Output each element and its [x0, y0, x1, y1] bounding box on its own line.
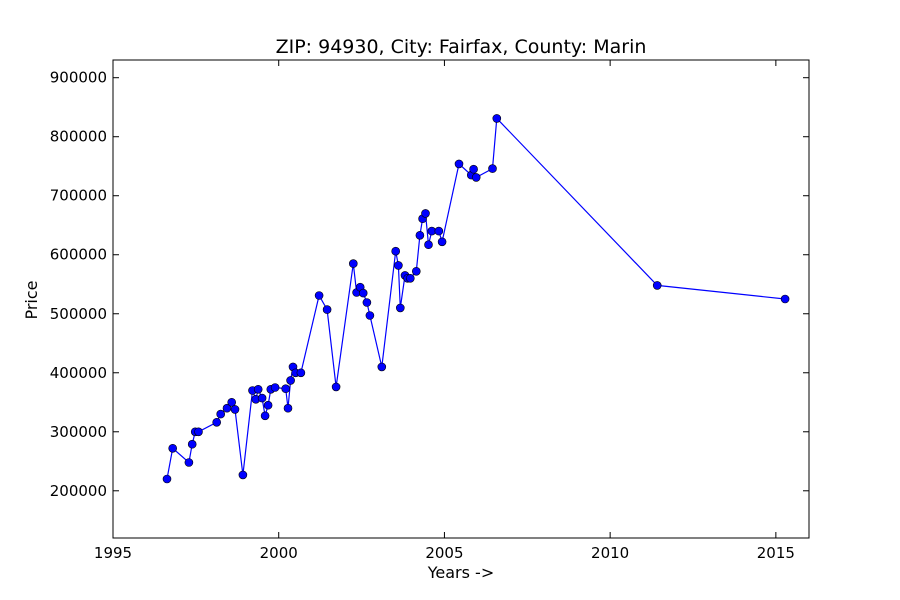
y-tick-label: 400000 — [50, 364, 107, 382]
data-point — [263, 400, 273, 410]
y-tick-label: 500000 — [50, 305, 107, 323]
x-axis-label: Years -> — [427, 563, 494, 582]
y-tick-label: 600000 — [50, 246, 107, 264]
data-point — [230, 405, 240, 414]
data-point — [437, 237, 447, 247]
y-tick-label: 300000 — [50, 423, 107, 441]
data-point — [322, 305, 332, 314]
data-point — [488, 164, 497, 173]
data-point — [362, 298, 372, 307]
data-point — [377, 362, 387, 372]
x-tick-label: 2000 — [260, 544, 298, 562]
data-point — [411, 266, 421, 276]
data-point — [415, 231, 425, 240]
data-point — [492, 114, 502, 123]
data-point — [238, 470, 248, 480]
data-point — [187, 439, 197, 449]
y-tick-label: 900000 — [50, 69, 107, 87]
data-point — [471, 173, 481, 182]
data-point — [421, 209, 430, 218]
data-point — [184, 458, 194, 467]
data-point — [469, 164, 478, 174]
series-markers — [162, 114, 790, 484]
data-point — [454, 159, 464, 169]
data-point — [394, 261, 403, 270]
y-tick-label: 200000 — [50, 482, 107, 500]
data-point — [348, 259, 358, 268]
data-point — [391, 246, 401, 256]
y-axis-label: Price — [22, 280, 41, 319]
chart-title: ZIP: 94930, City: Fairfax, County: Marin — [276, 36, 647, 58]
data-point — [358, 288, 368, 298]
data-point — [424, 240, 433, 249]
data-point — [212, 417, 221, 427]
y-tick-label: 700000 — [50, 187, 107, 205]
x-axis: 1995 2000 2005 2010 2015 — [94, 60, 795, 562]
data-point — [405, 273, 415, 283]
data-point — [162, 474, 172, 484]
x-tick-label: 2015 — [757, 544, 795, 562]
data-point — [257, 393, 267, 403]
y-tick-label: 800000 — [50, 128, 107, 146]
data-point — [168, 443, 177, 453]
data-point — [283, 403, 293, 413]
data-point — [780, 294, 790, 304]
x-tick-label: 2005 — [425, 544, 463, 562]
data-point — [365, 311, 375, 320]
plot-area — [112, 59, 810, 539]
data-point — [652, 281, 662, 290]
data-point — [253, 384, 263, 394]
data-point — [281, 384, 291, 394]
data-point — [227, 397, 236, 407]
data-point — [260, 411, 270, 421]
y-axis: 200000 300000 400000 500000 600000 700000 8000… — [50, 69, 809, 500]
data-point — [395, 303, 405, 313]
x-tick-label: 2010 — [591, 544, 629, 562]
x-tick-label: 1995 — [94, 544, 132, 562]
data-point — [434, 226, 444, 236]
data-point — [194, 427, 203, 437]
data-point — [270, 383, 280, 392]
data-point — [296, 368, 306, 378]
data-point — [331, 382, 341, 392]
data-point — [216, 409, 225, 419]
data-point — [286, 376, 295, 385]
data-point — [314, 291, 324, 300]
